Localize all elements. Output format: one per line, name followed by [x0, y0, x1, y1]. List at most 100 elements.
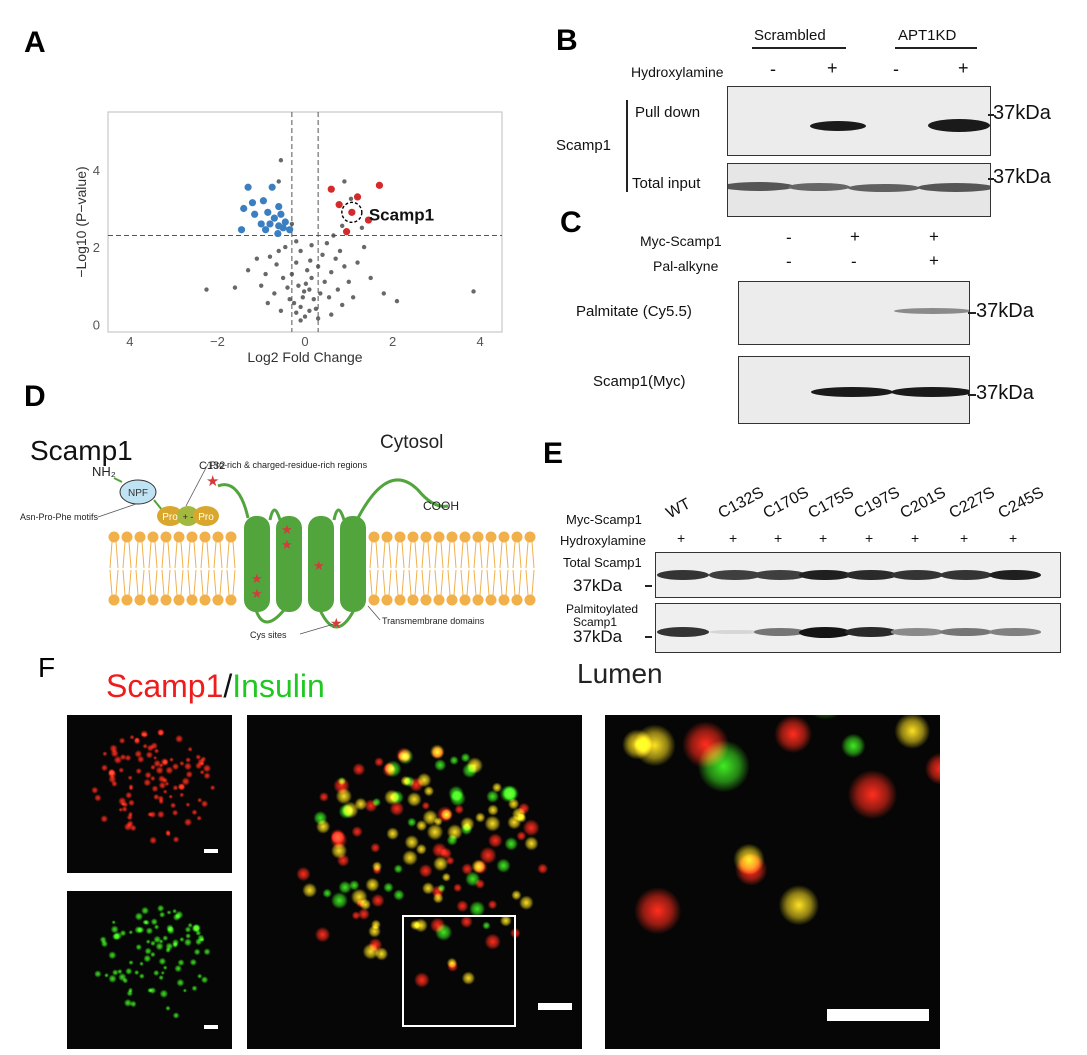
point-down-16 [274, 229, 282, 238]
npf-motif [119, 479, 157, 505]
lipid-head-bottom-7 [199, 594, 211, 606]
point-ns-53 [278, 308, 284, 313]
point-ns-43 [245, 268, 251, 273]
cys-star-1: ★ [281, 522, 293, 537]
loop-lumen-1 [254, 609, 286, 624]
hydroxylamine-label-e: Hydroxylamine [560, 533, 646, 548]
myc-scamp1-label-e: Myc-Scamp1 [566, 512, 642, 527]
point-ns-12 [311, 296, 316, 302]
band-b-ti-2 [788, 183, 850, 191]
point-up-5 [364, 216, 373, 224]
blot-c-myc [738, 356, 970, 424]
point-up-1 [375, 181, 384, 189]
npf-linker [113, 477, 163, 511]
palmitoylated-label-1: Palmitoylated [566, 602, 639, 616]
lipid-head-top-0 [108, 531, 120, 543]
point-up-3 [335, 201, 343, 209]
point-ns-14 [318, 291, 323, 296]
lipid-tail-29 [486, 541, 496, 596]
cys-star-5: ★ [313, 558, 325, 573]
highlight-circle [341, 201, 363, 224]
band-e-palm-2 [754, 628, 806, 636]
point-ns-18 [307, 308, 312, 313]
point-ns-22 [287, 296, 292, 302]
pull-down-label: Pull down [635, 104, 701, 121]
point-up-4 [353, 193, 362, 201]
inset-box [402, 915, 516, 1027]
kda-b-1: 37kDa [993, 102, 1051, 124]
pro-region-1 [157, 506, 183, 526]
point-ns-23 [326, 295, 332, 300]
band-c-myc-3 [891, 387, 969, 397]
lane-sign-4: + [865, 530, 874, 546]
panel-label-f: F [38, 652, 56, 683]
sign-b-4: + [958, 58, 969, 78]
x-tick-label-1: −2 [210, 334, 225, 349]
point-ns-6 [309, 275, 314, 281]
point-ns-17 [298, 304, 303, 310]
lane-label-2: C170S [760, 484, 812, 523]
band-e-palm-0 [657, 627, 709, 637]
lane-sign-6: + [960, 530, 969, 546]
loop-lumen-2 [318, 609, 356, 629]
point-down-18 [262, 226, 270, 234]
lipid-head-top-31 [511, 531, 523, 543]
tm-helix-4 [340, 516, 366, 612]
lipid-head-bottom-3 [147, 594, 159, 606]
lipid-head-bottom-0 [108, 594, 120, 606]
cys-star-c132: ★ [206, 473, 219, 490]
lipid-head-bottom-26 [446, 594, 458, 606]
cys-star-3: ★ [251, 571, 263, 586]
lane-label-7: C245S [995, 484, 1047, 523]
lipid-bilayer [108, 531, 536, 606]
lipid-tail-32 [525, 541, 535, 596]
sign-b-3: - [893, 59, 899, 79]
point-ns-58 [301, 289, 307, 294]
lipid-tail-8 [213, 541, 223, 596]
tm-domains-label: Transmembrane domains [382, 616, 485, 626]
point-down-14 [286, 226, 294, 234]
x-axis-label: Log2 Fold Change [247, 349, 362, 365]
cys-star-2: ★ [281, 537, 293, 552]
lipid-tail-0 [109, 541, 119, 596]
plot-frame [107, 111, 503, 333]
lipid-head-top-27 [459, 531, 471, 543]
lane-sign-3: + [819, 530, 828, 546]
tm-domains-leader [367, 605, 381, 621]
point-ns-46 [232, 285, 238, 290]
point-ns-45 [381, 291, 386, 296]
lipid-head-top-1 [121, 531, 133, 543]
point-ns-26 [333, 256, 338, 261]
lipid-head-top-26 [446, 531, 458, 543]
cys-sites-label: Cys sites [250, 630, 287, 640]
lane-sign-7: + [1009, 530, 1018, 546]
lipid-head-top-24 [420, 531, 432, 543]
title-insulin: Insulin [232, 668, 325, 704]
panel-label-c: C [560, 206, 582, 239]
point-up-2 [342, 228, 351, 236]
point-ns-28 [337, 248, 343, 254]
point-ns-60 [331, 233, 336, 238]
pro-label-1: Pro [162, 512, 178, 523]
sign-b-1: - [770, 59, 776, 79]
point-ns-0 [278, 158, 284, 163]
sign-c-pal-3: + [929, 251, 939, 270]
x-tick-label-3: 2 [389, 334, 396, 349]
myc-scamp1-label-c: Myc-Scamp1 [640, 233, 722, 249]
band-e-total-2 [754, 570, 806, 580]
point-ns-61 [340, 223, 345, 229]
point-down-7 [275, 202, 283, 211]
kda-c-1: 37kDa [976, 300, 1034, 322]
title-slash: / [223, 668, 233, 704]
point-ns-30 [342, 264, 347, 269]
point-ns-3 [298, 248, 303, 254]
c-terminal-tail [356, 478, 449, 519]
cys-star-4: ★ [251, 586, 263, 601]
band-e-total-5 [891, 570, 943, 580]
panel-label-d: D [24, 380, 46, 413]
point-ns-39 [283, 244, 288, 250]
lipid-head-top-30 [498, 531, 510, 543]
lipid-tail-26 [447, 541, 457, 596]
sign-c-myc-1: - [786, 228, 792, 247]
lipid-tail-9 [226, 541, 236, 596]
